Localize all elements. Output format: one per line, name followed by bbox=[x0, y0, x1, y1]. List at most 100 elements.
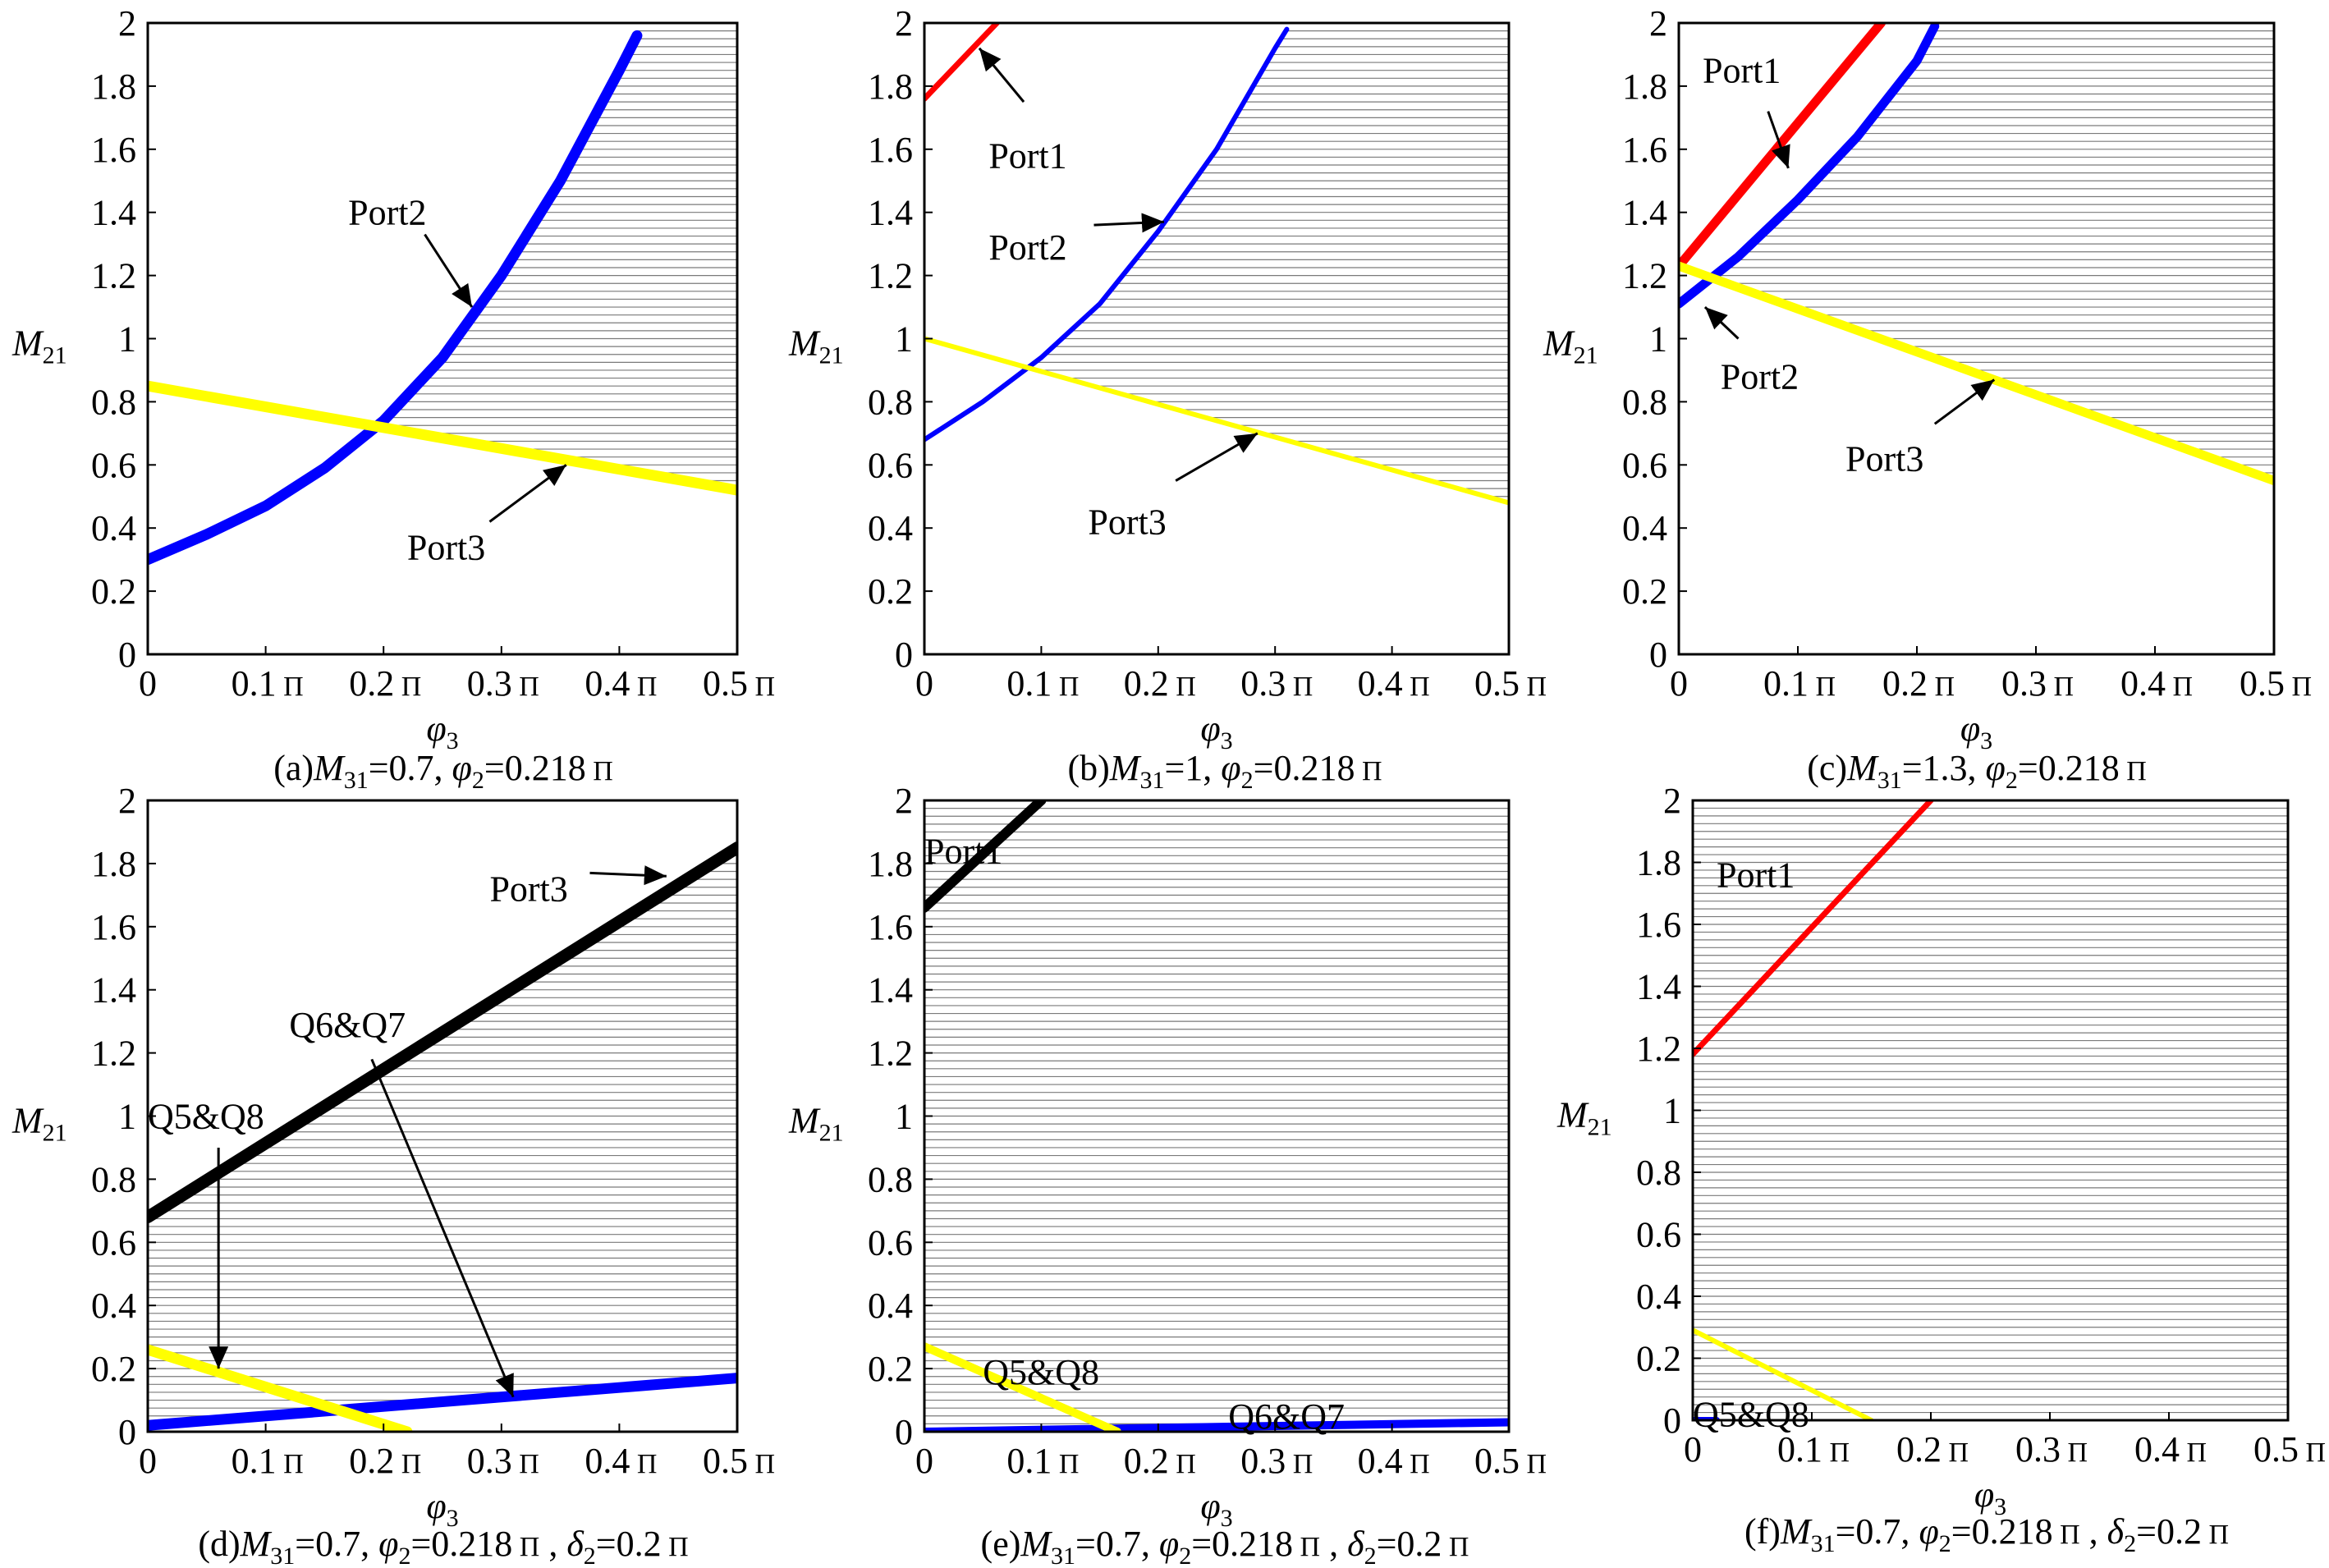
y-tick-label: 1 bbox=[895, 319, 913, 360]
x-axis-label: φ3 bbox=[426, 1486, 458, 1532]
x-tick-label: 0.4 Π bbox=[2120, 663, 2193, 704]
y-tick-label: 0.2 bbox=[1636, 1339, 1681, 1379]
hatch-region bbox=[378, 30, 737, 489]
y-tick-label: 0.8 bbox=[1622, 382, 1667, 422]
x-tick-label: 0 bbox=[915, 663, 933, 704]
x-tick-label: 0 bbox=[1684, 1429, 1702, 1469]
y-tick-label: 1.6 bbox=[1636, 905, 1681, 945]
x-tick-label: 0.2 Π bbox=[1124, 1441, 1196, 1481]
y-tick-label: 0.6 bbox=[1636, 1215, 1681, 1255]
panel-caption: (a)M31=0.7, φ2=0.218 Π bbox=[273, 748, 613, 794]
y-tick-label: 0.6 bbox=[1622, 445, 1667, 485]
y-tick-label: 0 bbox=[895, 635, 913, 675]
annotation-label: Q6&Q7 bbox=[1228, 1396, 1345, 1437]
x-tick-label: 0.3 Π bbox=[2015, 1429, 2088, 1469]
annotation-label: Port2 bbox=[1721, 357, 1799, 397]
x-axis-label: φ3 bbox=[1200, 1486, 1232, 1532]
x-tick-label: 0 bbox=[139, 1441, 157, 1481]
series-port3 bbox=[148, 380, 737, 496]
y-tick-label: 0.2 bbox=[91, 1349, 136, 1389]
x-tick-label: 0.5 Π bbox=[2253, 1429, 2326, 1469]
y-axis-label: M21 bbox=[11, 323, 67, 369]
series-port2 bbox=[1679, 23, 1940, 309]
annotation-arrow bbox=[1933, 378, 1996, 425]
x-tick-label: 0.1 Π bbox=[1777, 1429, 1850, 1469]
y-tick-label: 0.8 bbox=[1636, 1153, 1681, 1193]
panel-caption: (c)M31=1.3, φ2=0.218 Π bbox=[1807, 748, 2147, 794]
y-tick-label: 0 bbox=[1649, 635, 1667, 675]
y-tick-label: 0.4 bbox=[1622, 508, 1667, 548]
series-port3 bbox=[148, 841, 737, 1224]
hatch-region bbox=[1714, 30, 2274, 474]
y-tick-label: 0.4 bbox=[91, 508, 136, 548]
y-tick-label: 0.2 bbox=[868, 571, 913, 612]
annotation-label: Port3 bbox=[407, 527, 485, 567]
x-tick-label: 0.5 Π bbox=[703, 1441, 775, 1481]
annotation-label: Port1 bbox=[924, 832, 1002, 872]
y-tick-label: 0.6 bbox=[91, 1222, 136, 1263]
y-tick-label: 1.8 bbox=[91, 844, 136, 884]
annotation-arrow bbox=[1703, 305, 1740, 340]
y-tick-label: 1 bbox=[895, 1097, 913, 1137]
y-tick-label: 1.4 bbox=[868, 193, 913, 233]
y-axis-label: M21 bbox=[788, 323, 844, 369]
y-tick-label: 1 bbox=[118, 1097, 136, 1137]
annotation-label: Port1 bbox=[1703, 51, 1781, 91]
y-tick-label: 1.8 bbox=[868, 844, 913, 884]
y-tick-label: 1.2 bbox=[868, 256, 913, 296]
series-q5-q8 bbox=[1693, 1327, 1874, 1420]
panel-a: 0 0.2 0.4 0.6 0.8 1 1.2 1.4 1.6 1.8 2 0 0.1 Π 0.2 Π 0.… bbox=[11, 3, 775, 794]
x-tick-label: 0 bbox=[915, 1441, 933, 1481]
y-tick-label: 0.6 bbox=[91, 445, 136, 485]
y-tick-label: 1.6 bbox=[868, 130, 913, 170]
series-q5-q8 bbox=[924, 1342, 1121, 1432]
annotation-arrow bbox=[1175, 432, 1258, 482]
annotation-arrow bbox=[488, 464, 567, 523]
y-tick-label: 1.2 bbox=[91, 256, 136, 296]
y-tick-label: 2 bbox=[895, 781, 913, 821]
y-tick-label: 0.2 bbox=[1622, 571, 1667, 612]
y-tick-label: 0.8 bbox=[868, 382, 913, 422]
x-tick-label: 0 bbox=[1670, 663, 1688, 704]
y-tick-label: 1.4 bbox=[1622, 193, 1667, 233]
x-tick-label: 0.5 Π bbox=[2240, 663, 2312, 704]
series-port3 bbox=[1679, 261, 2274, 486]
y-tick-label: 1 bbox=[1663, 1091, 1681, 1131]
y-axis-label: M21 bbox=[1543, 323, 1598, 369]
y-tick-label: 0.8 bbox=[91, 382, 136, 422]
y-tick-label: 1 bbox=[118, 319, 136, 360]
y-tick-label: 1.8 bbox=[1636, 843, 1681, 883]
y-tick-label: 0.4 bbox=[868, 1286, 913, 1326]
x-tick-label: 0.3 Π bbox=[1240, 1441, 1313, 1481]
panel-e: 0 0.2 0.4 0.6 0.8 1 1.2 1.4 1.6 1.8 2 0 0.1 Π 0.2 Π 0.… bbox=[788, 781, 1547, 1568]
x-tick-label: 0.1 Π bbox=[232, 663, 304, 704]
y-tick-label: 2 bbox=[1649, 3, 1667, 44]
y-tick-label: 0.6 bbox=[868, 1222, 913, 1263]
panel-c: 0 0.2 0.4 0.6 0.8 1 1.2 1.4 1.6 1.8 2 0 0.1 Π 0.2 Π 0.… bbox=[1543, 3, 2312, 794]
y-tick-label: 1.8 bbox=[868, 66, 913, 107]
x-tick-label: 0.2 Π bbox=[1896, 1429, 1969, 1469]
y-tick-label: 1.4 bbox=[91, 970, 136, 1011]
series-port1 bbox=[1693, 800, 1934, 1059]
y-tick-label: 0.4 bbox=[868, 508, 913, 548]
y-tick-label: 1.8 bbox=[1622, 66, 1667, 107]
hatch-region bbox=[924, 808, 1509, 1424]
x-tick-label: 0.1 Π bbox=[232, 1441, 304, 1481]
y-axis-label: M21 bbox=[11, 1101, 67, 1147]
x-axis-label: φ3 bbox=[1200, 708, 1232, 754]
x-tick-label: 0.1 Π bbox=[1006, 1441, 1079, 1481]
y-tick-label: 0 bbox=[118, 635, 136, 675]
y-tick-label: 1.2 bbox=[868, 1034, 913, 1074]
y-tick-label: 0.2 bbox=[91, 571, 136, 612]
annotation-label: Port3 bbox=[489, 869, 567, 910]
x-tick-label: 0.2 Π bbox=[1124, 663, 1196, 704]
hatch-region bbox=[148, 855, 737, 1424]
annotation-arrow bbox=[424, 233, 474, 308]
y-tick-label: 1.6 bbox=[1622, 130, 1667, 170]
x-tick-label: 0.2 Π bbox=[1882, 663, 1955, 704]
x-tick-label: 0.2 Π bbox=[349, 663, 421, 704]
annotation-label: Q5&Q8 bbox=[983, 1352, 1099, 1392]
x-tick-label: 0.4 Π bbox=[2134, 1429, 2207, 1469]
x-tick-label: 0.3 Π bbox=[467, 1441, 539, 1481]
